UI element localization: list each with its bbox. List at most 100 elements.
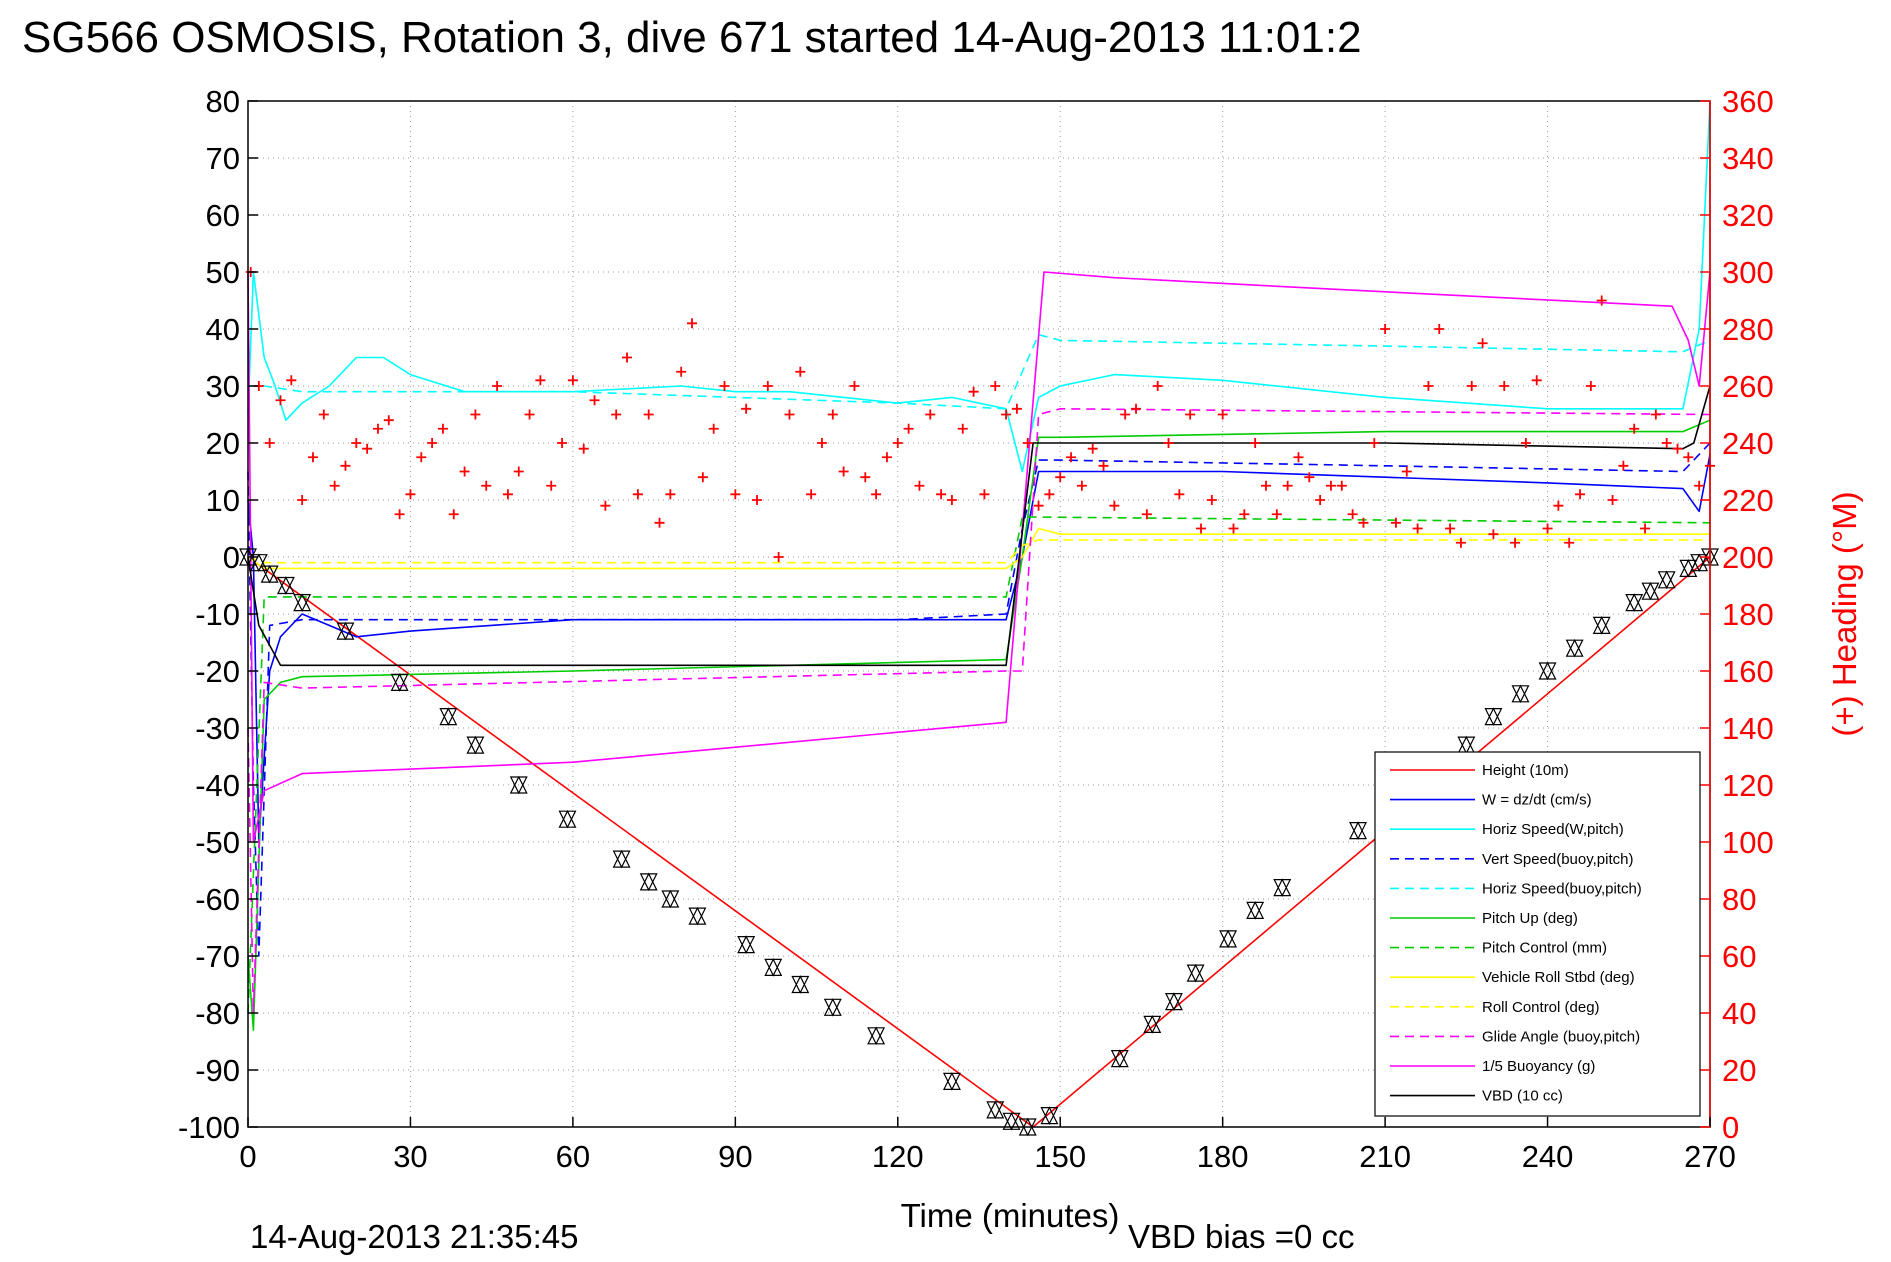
heading-point [1336, 480, 1347, 491]
heading-point [275, 395, 286, 406]
vbd-marker [1040, 1106, 1059, 1125]
heading-point [405, 489, 416, 500]
heading-point [470, 409, 481, 420]
heading-point [1271, 509, 1282, 520]
legend-entry: Vert Speed(buoy,pitch) [1482, 851, 1633, 868]
heading-point [925, 409, 936, 420]
heading-point [1596, 295, 1607, 306]
heading-point [1585, 381, 1596, 391]
heading-point [1575, 489, 1586, 500]
heading-point [1282, 480, 1293, 491]
y-tick-label: -10 [195, 597, 240, 632]
heading-point [1120, 409, 1131, 420]
x-tick-label: 120 [872, 1139, 924, 1174]
x-axis-ticks: 0 30 60 90 120 150 180 210 240 270 [239, 1117, 1736, 1174]
vbd-marker [1565, 638, 1584, 658]
right-tick-label: 100 [1722, 825, 1774, 860]
heading-point [795, 366, 806, 377]
vbd-marker [1246, 901, 1265, 920]
vbd-marker [336, 621, 355, 641]
heading-point [1672, 443, 1683, 454]
series-line-3 [247, 442, 1711, 957]
heading-point [1445, 523, 1456, 534]
heading-point [1499, 381, 1510, 391]
heading-point [1477, 338, 1488, 349]
heading-point [1152, 381, 1163, 391]
y-tick-label: -80 [195, 996, 240, 1031]
legend-entry: Horiz Speed(buoy,pitch) [1482, 880, 1642, 897]
heading-point [1250, 438, 1261, 448]
heading-point [1347, 509, 1358, 520]
y-axis-ticks: 80 70 60 50 40 30 20 10 0 -10 -20 -30 -40 -50 -60 -70 -8… [178, 84, 258, 1145]
vbd-marker [688, 906, 707, 926]
y-tick-label: 40 [206, 312, 240, 347]
heading-point [1228, 523, 1239, 534]
vbd-marker [1484, 707, 1503, 726]
heading-point [881, 452, 892, 463]
y-tick-label: -100 [178, 1110, 240, 1145]
heading-point [351, 438, 362, 448]
right-tick-label: 260 [1722, 369, 1774, 404]
vbd-marker [612, 849, 631, 869]
legend-entry: Horiz Speed(W,pitch) [1482, 821, 1624, 838]
heading-point [589, 395, 600, 406]
vbd-marker [276, 576, 295, 595]
heading-point [676, 366, 687, 377]
heading-point [362, 443, 373, 454]
heading-point [1098, 460, 1109, 471]
heading-point [1304, 472, 1315, 483]
vbd-marker [986, 1100, 1005, 1120]
heading-point [1488, 529, 1499, 540]
x-tick-label: 0 [239, 1139, 256, 1174]
vbd-marker [1273, 878, 1292, 897]
vbd-marker [509, 775, 528, 795]
heading-point [1022, 438, 1033, 448]
heading-point [849, 381, 860, 391]
heading-point [1239, 509, 1250, 520]
heading-point [1163, 438, 1174, 448]
heading-point [1293, 452, 1304, 463]
heading-point [578, 443, 589, 454]
right-tick-label: 320 [1722, 198, 1774, 233]
x-tick-label: 180 [1197, 1139, 1249, 1174]
series-line-10 [247, 271, 1711, 843]
heading-point [1694, 480, 1705, 491]
vbd-marker [737, 935, 756, 954]
heading-point [784, 409, 795, 420]
heading-point [416, 452, 427, 463]
x-tick-label: 210 [1359, 1139, 1411, 1174]
heading-point [1412, 523, 1423, 534]
heading-point [1618, 460, 1629, 471]
vbd-marker [1164, 992, 1183, 1011]
vbd-marker [1538, 661, 1557, 681]
vbd-marker [260, 564, 279, 584]
legend: Height (10m) W = dz/dt (cm/s) Horiz Speed(… [1374, 751, 1701, 1117]
right-tick-label: 40 [1722, 996, 1756, 1031]
x-axis-label: Time (minutes) [901, 1197, 1120, 1234]
y-tick-label: 30 [206, 369, 240, 404]
heading-point [1661, 438, 1672, 448]
heading-point [1455, 537, 1466, 548]
heading-point [437, 423, 448, 434]
y-tick-label: 10 [206, 483, 240, 518]
heading-point [1044, 489, 1055, 500]
right-tick-label: 180 [1722, 597, 1774, 632]
x-tick-label: 150 [1034, 1139, 1086, 1174]
heading-point [1066, 452, 1077, 463]
legend-entry: Glide Angle (buoy,pitch) [1482, 1028, 1640, 1045]
heading-point [622, 352, 633, 363]
heading-point [264, 438, 275, 448]
heading-point [1466, 381, 1477, 391]
heading-point [1001, 409, 1012, 420]
right-tick-label: 60 [1722, 939, 1756, 974]
heading-point [1629, 423, 1640, 434]
y-tick-label: 20 [206, 426, 240, 461]
vbd-marker [791, 975, 810, 994]
x-tick-label: 270 [1684, 1139, 1736, 1174]
vbd-marker [558, 809, 577, 829]
heading-point [936, 489, 947, 500]
y-tick-label: -20 [195, 654, 240, 689]
heading-point [1260, 480, 1271, 491]
right-tick-label: 20 [1722, 1053, 1756, 1088]
right-tick-label: 340 [1722, 141, 1774, 176]
